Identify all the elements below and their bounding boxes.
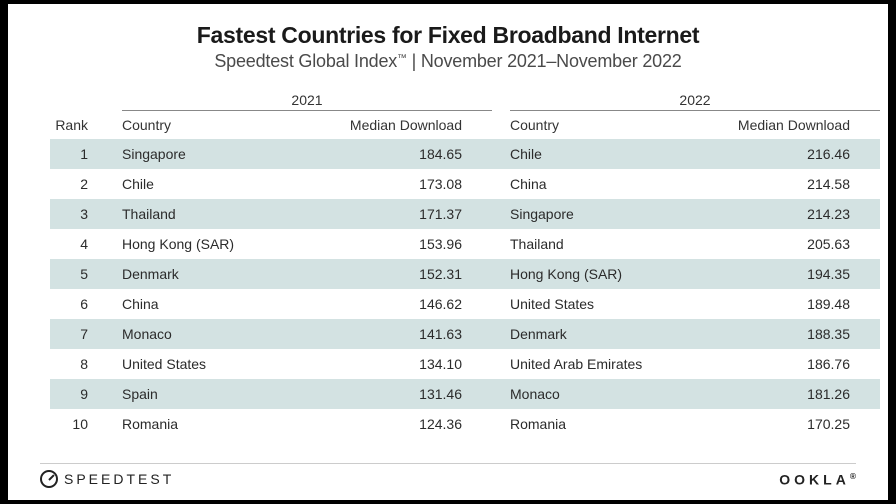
cell-value-2021: 171.37 xyxy=(322,199,492,229)
cell-country-2021: Spain xyxy=(122,379,322,409)
cell-country-2022: Romania xyxy=(510,409,710,439)
cell-gap xyxy=(492,199,510,229)
brand-speedtest-label: SPEEDTEST xyxy=(64,471,174,487)
cell-country-2021: Hong Kong (SAR) xyxy=(122,229,322,259)
cell-value-2021: 152.31 xyxy=(322,259,492,289)
table-row: 7Monaco141.63 Denmark188.35 xyxy=(50,319,880,349)
gauge-icon xyxy=(40,470,58,488)
cell-country-2022: Hong Kong (SAR) xyxy=(510,259,710,289)
registered-symbol: ® xyxy=(850,471,856,481)
table-row: 1Singapore184.65 Chile216.46 xyxy=(50,139,880,169)
table-row: 5Denmark152.31 Hong Kong (SAR)194.35 xyxy=(50,259,880,289)
cell-rank: 6 xyxy=(50,289,122,319)
cell-gap xyxy=(492,409,510,439)
table-row: 3Thailand171.37 Singapore214.23 xyxy=(50,199,880,229)
cell-country-2022: China xyxy=(510,169,710,199)
table-row: 10Romania124.36Romania170.25 xyxy=(50,409,880,439)
page-subtitle: Speedtest Global Index™ | November 2021–… xyxy=(50,51,846,72)
cell-country-2021: Thailand xyxy=(122,199,322,229)
cell-country-2021: Singapore xyxy=(122,139,322,169)
table-row: 2Chile173.08 China214.58 xyxy=(50,169,880,199)
cell-gap xyxy=(492,349,510,379)
cell-country-2021: China xyxy=(122,289,322,319)
cell-value-2022: 214.58 xyxy=(710,169,880,199)
header-rank: Rank xyxy=(50,111,122,140)
cell-value-2022: 214.23 xyxy=(710,199,880,229)
cell-gap xyxy=(492,169,510,199)
ranking-table-body: 1Singapore184.65Chile216.462Chile173.08C… xyxy=(50,139,880,439)
subtitle-suffix: | November 2021–November 2022 xyxy=(407,51,682,71)
brand-ookla: OOKLA® xyxy=(779,471,856,488)
brand-ookla-label: OOKLA xyxy=(779,471,850,487)
cell-gap xyxy=(492,289,510,319)
cell-country-2022: Singapore xyxy=(510,199,710,229)
cell-rank: 8 xyxy=(50,349,122,379)
year-left: 2021 xyxy=(122,92,492,111)
cell-rank: 7 xyxy=(50,319,122,349)
year-right: 2022 xyxy=(510,92,880,111)
cell-rank: 2 xyxy=(50,169,122,199)
cell-value-2022: 194.35 xyxy=(710,259,880,289)
table-row: 8United States134.10 United Arab Emirates… xyxy=(50,349,880,379)
cell-value-2021: 153.96 xyxy=(322,229,492,259)
footer: SPEEDTEST OOKLA® xyxy=(40,463,856,488)
cell-value-2021: 173.08 xyxy=(322,169,492,199)
cell-country-2021: Chile xyxy=(122,169,322,199)
cell-gap xyxy=(492,139,510,169)
cell-value-2022: 188.35 xyxy=(710,319,880,349)
cell-rank: 5 xyxy=(50,259,122,289)
cell-country-2022: United States xyxy=(510,289,710,319)
cell-country-2022: Monaco xyxy=(510,379,710,409)
cell-country-2021: United States xyxy=(122,349,322,379)
subtitle-prefix: Speedtest Global Index xyxy=(214,51,397,71)
year-header-row: 2021 2022 xyxy=(50,92,880,111)
table-row: 4Hong Kong (SAR)153.96 Thailand205.63 xyxy=(50,229,880,259)
cell-value-2021: 141.63 xyxy=(322,319,492,349)
cell-country-2022: Denmark xyxy=(510,319,710,349)
cell-value-2021: 146.62 xyxy=(322,289,492,319)
page-title: Fastest Countries for Fixed Broadband In… xyxy=(50,22,846,49)
column-header-row: Rank Country Median Download Country Med… xyxy=(50,111,880,140)
brand-speedtest: SPEEDTEST xyxy=(40,470,174,488)
table-row: 9Spain131.46 Monaco181.26 xyxy=(50,379,880,409)
cell-rank: 3 xyxy=(50,199,122,229)
header-country-2022: Country xyxy=(510,111,710,140)
ranking-table-wrap: 2021 2022 Rank Country Median Download C… xyxy=(50,92,846,439)
cell-value-2022: 181.26 xyxy=(710,379,880,409)
cell-gap xyxy=(492,319,510,349)
table-row: 6China146.62 United States189.48 xyxy=(50,289,880,319)
cell-country-2022: United Arab Emirates xyxy=(510,349,710,379)
cell-rank: 10 xyxy=(50,409,122,439)
cell-value-2021: 124.36 xyxy=(322,409,492,439)
cell-rank: 1 xyxy=(50,139,122,169)
cell-country-2022: Chile xyxy=(510,139,710,169)
cell-country-2021: Monaco xyxy=(122,319,322,349)
cell-value-2021: 134.10 xyxy=(322,349,492,379)
cell-gap xyxy=(492,259,510,289)
trademark-symbol: ™ xyxy=(397,53,407,64)
cell-value-2022: 170.25 xyxy=(710,409,880,439)
cell-gap xyxy=(492,379,510,409)
header-country-2021: Country xyxy=(122,111,322,140)
header-value-2022: Median Download xyxy=(710,111,880,140)
cell-value-2022: 186.76 xyxy=(710,349,880,379)
cell-country-2021: Denmark xyxy=(122,259,322,289)
cell-rank: 4 xyxy=(50,229,122,259)
cell-value-2021: 131.46 xyxy=(322,379,492,409)
report-card: Fastest Countries for Fixed Broadband In… xyxy=(8,4,888,500)
cell-country-2022: Thailand xyxy=(510,229,710,259)
cell-country-2021: Romania xyxy=(122,409,322,439)
header-value-2021: Median Download xyxy=(322,111,492,140)
cell-gap xyxy=(492,229,510,259)
cell-rank: 9 xyxy=(50,379,122,409)
cell-value-2022: 189.48 xyxy=(710,289,880,319)
cell-value-2021: 184.65 xyxy=(322,139,492,169)
cell-value-2022: 205.63 xyxy=(710,229,880,259)
cell-value-2022: 216.46 xyxy=(710,139,880,169)
ranking-table: 2021 2022 Rank Country Median Download C… xyxy=(50,92,880,439)
